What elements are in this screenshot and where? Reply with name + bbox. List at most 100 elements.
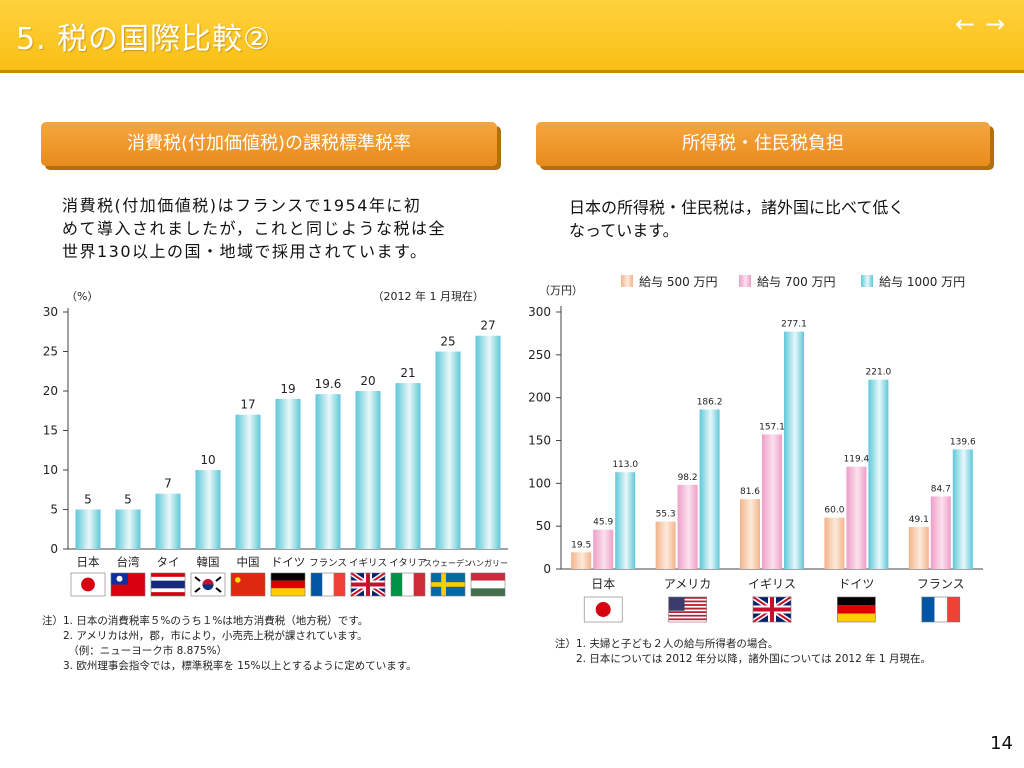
bar-value-label: 139.6 (950, 437, 976, 447)
bar-value-label: 84.7 (931, 484, 951, 494)
bar-value-label: 113.0 (612, 460, 638, 470)
bar (435, 351, 461, 549)
flag-thailand-icon (150, 572, 186, 597)
x-tick-label: 中国 (237, 555, 260, 569)
flag-france-icon (921, 596, 961, 623)
bar (571, 552, 592, 569)
bar-value-label: 19 (280, 382, 295, 396)
note-line: 注）1. 日本の消費税率５%のうち１%は地方消費税（地方税）です。 (42, 615, 369, 627)
page-number: 14 (990, 733, 1013, 754)
legend-swatch (739, 275, 751, 287)
y-unit-label: （%） (66, 290, 98, 303)
bar (677, 484, 698, 569)
x-tick-label: フランス (309, 558, 347, 569)
description-line: 日本の所得税・住民税は，諸外国に比べて低く (569, 198, 905, 217)
bar-value-label: 17 (240, 398, 255, 412)
header-bar: 5. 税の国際比較② ← → (0, 0, 1024, 73)
y-unit-label: （万円） (539, 284, 583, 297)
bar-value-label: 19.5 (571, 540, 591, 550)
x-tick-label: 日本 (77, 555, 100, 569)
flag-uk-icon (349, 570, 387, 599)
x-tick-label: イギリス (349, 558, 387, 569)
bar (930, 496, 951, 569)
bar-value-label: 81.6 (740, 487, 760, 497)
arrow-left-icon[interactable]: ← (954, 10, 976, 38)
bar (195, 470, 221, 549)
bar-value-label: 45.9 (593, 518, 613, 528)
bar (615, 472, 636, 569)
bar-value-label: 20 (360, 374, 375, 388)
flag-china-icon (230, 572, 266, 597)
note-line: （例：ニューヨーク市 8.875%） (42, 645, 228, 657)
y-tick-label: 200 (528, 391, 551, 405)
consumption-tax-description: 消費税(付加価値税)はフランスで1954年に初 めて導入されましたが，これと同じ… (62, 194, 486, 263)
flag-japan-icon (583, 596, 623, 623)
x-tick-label: イギリス (748, 577, 796, 591)
bar-value-label: 27 (480, 319, 495, 333)
y-tick-label: 50 (536, 519, 551, 533)
description-line: なっています。 (569, 221, 679, 240)
x-tick-label: フランス (917, 577, 965, 591)
y-tick-label: 150 (528, 434, 551, 448)
flag-germany-icon (837, 596, 876, 623)
flag-sweden-icon (430, 572, 466, 597)
bar-value-label: 10 (200, 453, 215, 467)
legend-item: 給与 500 万円 (621, 275, 718, 289)
nav-arrows: ← → (952, 11, 1008, 37)
bar (115, 509, 141, 549)
legend-swatch (861, 275, 873, 287)
flag-germany-icon (270, 572, 306, 597)
bar (593, 529, 614, 569)
legend-item: 給与 700 万円 (739, 275, 836, 289)
x-tick-label: タイ (157, 555, 180, 569)
description-line: めて導入されましたが，これと同じような税は全 (62, 219, 447, 238)
note-line: 2. 日本については 2012 年分以降，諸外国については 2012 年 1 月… (555, 653, 931, 665)
income-tax-description: 日本の所得税・住民税は，諸外国に比べて低く なっています。 (569, 196, 979, 242)
y-tick-label: 30 (43, 305, 58, 319)
section-banner-consumption-tax: 消費税(付加価値税)の課税標準税率 (41, 122, 497, 166)
bar (952, 449, 973, 569)
bar (784, 331, 804, 569)
date-note: （2012 年 1 月現在） (373, 289, 484, 303)
bar (315, 394, 341, 549)
bar-value-label: 98.2 (678, 473, 698, 483)
x-tick-label: ハンガリー (468, 558, 508, 568)
bar (235, 414, 261, 549)
description-line: 消費税(付加価値税)はフランスで1954年に初 (62, 196, 422, 215)
bar (395, 383, 421, 549)
bar-value-label: 25 (440, 335, 455, 349)
vat-rate-chart: （%） （2012 年 1 月現在） 0 5 10 15 20 25 30 5 日本 5 台湾 7 タ… (43, 289, 508, 599)
bar (475, 335, 501, 549)
x-tick-label: イタリア (389, 558, 427, 569)
y-tick-label: 25 (43, 345, 58, 359)
bar (846, 466, 867, 569)
y-tick-label: 15 (43, 424, 58, 438)
bar (275, 398, 301, 549)
x-tick-label: 韓国 (197, 555, 220, 569)
legend-label: 給与 700 万円 (757, 275, 836, 289)
bar-value-label: 5 (124, 493, 132, 507)
flag-taiwan-icon (110, 572, 146, 597)
x-tick-label: ドイツ (838, 577, 874, 591)
bar-value-label: 55.3 (656, 510, 676, 520)
bar (740, 499, 760, 569)
y-tick-label: 20 (43, 384, 58, 398)
page-title: 5. 税の国際比較② (16, 22, 272, 57)
flag-uk-icon (751, 594, 793, 625)
bar-value-label: 221.0 (866, 368, 892, 378)
bar-value-label: 119.4 (844, 455, 870, 465)
bar-value-label: 49.1 (909, 515, 929, 525)
legend-swatch (621, 275, 633, 287)
bar (699, 409, 720, 569)
x-tick-label: スウェーデン (424, 558, 472, 568)
note-line: 注）1. 夫婦と子ども２人の給与所得者の場合。 (555, 638, 779, 650)
flag-usa-icon (668, 596, 707, 623)
legend-label: 給与 1000 万円 (879, 275, 965, 289)
flag-korea-icon (190, 572, 226, 597)
bar (355, 391, 381, 549)
x-tick-label: 台湾 (117, 555, 140, 569)
bar-value-label: 60.0 (824, 506, 844, 516)
flag-hungary-icon (470, 572, 506, 597)
arrow-right-icon[interactable]: → (984, 10, 1006, 38)
section-banner-income-tax: 所得税・住民税負担 (536, 122, 990, 166)
